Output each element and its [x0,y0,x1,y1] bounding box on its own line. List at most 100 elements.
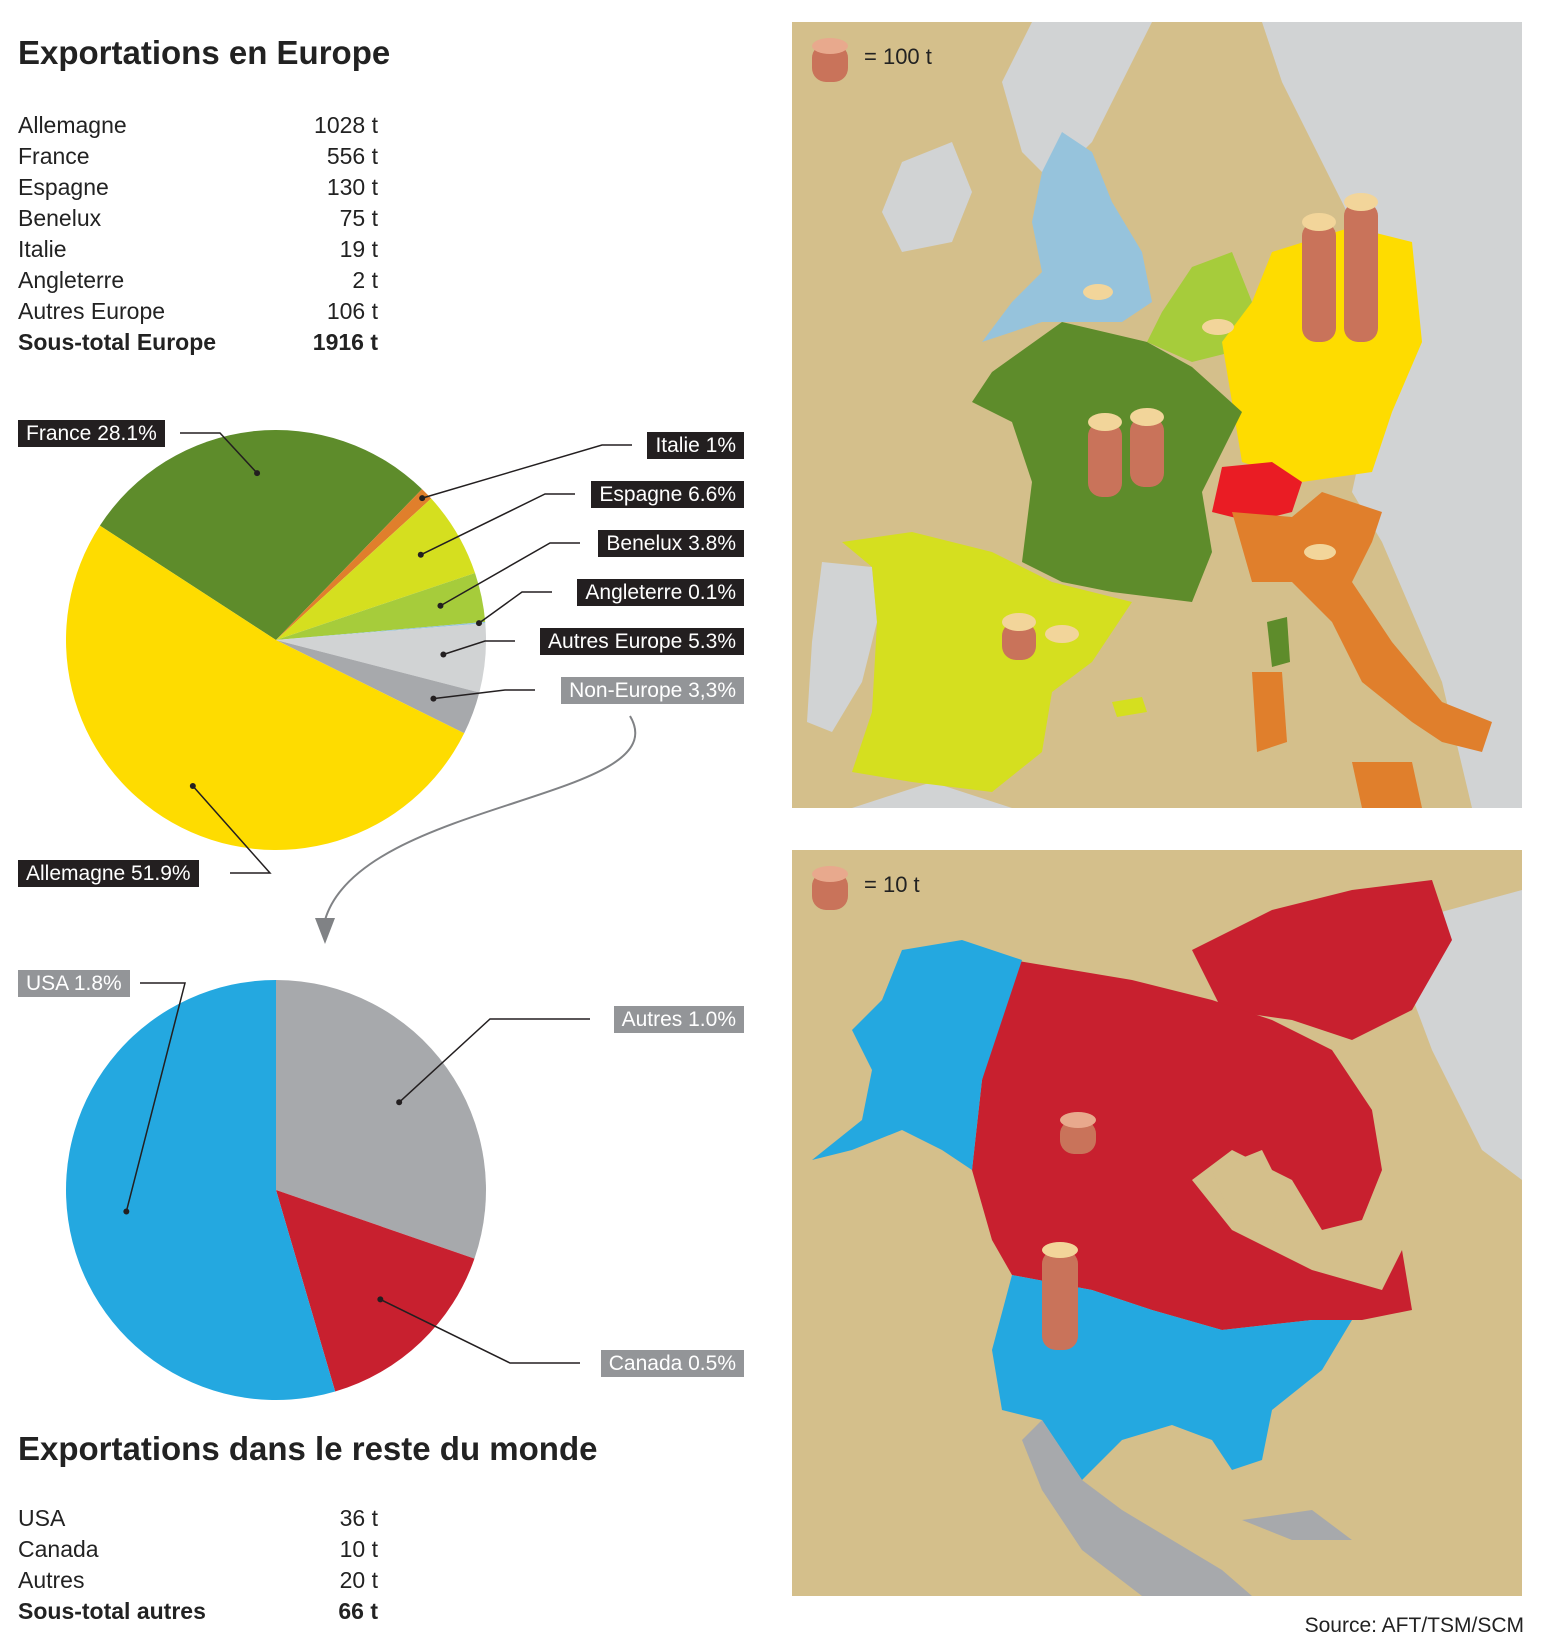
europe-map-legend: = 100 t [864,44,932,69]
sardinia-shape [1252,672,1287,752]
total-label: Sous-total Europe [18,329,217,355]
europe-leader-3 [440,542,580,607]
europe-pie-slice-6 [276,640,480,734]
europe-leader-2-dot [417,551,424,558]
europe-leader-1-dot [419,495,426,502]
label-italie: Italie 1% [647,432,744,459]
hudson-bay-shape [1212,1150,1282,1230]
cheese-stack-canada [1060,1112,1096,1154]
label-canada: Canada 0.5% [600,1350,744,1377]
portugal-shape [807,562,877,732]
label-usa: USA 1.8% [18,970,130,997]
corsica-shape [1267,617,1290,667]
total-label: Sous-total autres [18,1598,206,1624]
europe-pie-slice-4 [276,621,486,640]
row-label: Allemagne [18,112,127,138]
europe-pie-slice-3 [276,572,486,640]
row-label: USA [18,1505,66,1531]
europe-pie [66,429,487,850]
europe-leader-2 [420,493,575,556]
label-leaders [123,432,632,1364]
row-label: Autres [18,1567,85,1593]
europe-pie-slice-2 [276,498,476,640]
row-value: 10 t [339,1536,378,1562]
benelux-shape [1147,252,1252,362]
switzerland-shape [1212,462,1302,522]
world-pie-slice-2 [66,980,336,1400]
table-row: Benelux 75 t [18,203,378,234]
row-value: 106 t [326,298,378,324]
europe-leader-4-dot [475,620,482,627]
europe-leader-0 [180,432,258,474]
label-allemagne: Allemagne 51.9% [18,860,199,887]
table-total-row: Sous-total autres 66 t [18,1596,378,1627]
world-pie-slice-1 [276,1190,475,1392]
row-value: 75 t [339,205,378,231]
table-row: Angleterre 2 t [18,265,378,296]
label-benelux: Benelux 3.8% [598,530,744,557]
table-row: Allemagne 1028 t [18,110,378,141]
europe-leader-5 [443,640,515,656]
table-total-row: Sous-total Europe 1916 t [18,327,378,358]
europe-pie-slice-7 [66,525,465,850]
legend-cheese-icon [812,38,848,82]
row-value: 556 t [326,143,378,169]
row-value: 36 t [339,1505,378,1531]
table-row: USA 36 t [18,1503,378,1534]
row-value: 130 t [326,174,378,200]
europe-leader-5-dot [440,651,447,658]
cheese-stack-france-1 [1088,413,1122,497]
source-note: Source: AFT/TSM/SCM [1304,1614,1524,1637]
world-table: USA 36 t Canada 10 t Autres 20 t Sous-total… [18,1503,378,1627]
label-france: France 28.1% [18,420,165,447]
world-leader-usa-dot [123,1208,130,1215]
europe-leader-6 [433,689,535,700]
europe-leader-6-dot [430,695,437,702]
label-angleterre: Angleterre 0.1% [577,579,744,606]
row-label: France [18,143,90,169]
table-row: Espagne 130 t [18,172,378,203]
cheese-stack-usa [1042,1242,1078,1350]
row-value: 1028 t [314,112,378,138]
caribbean-shape [1242,1510,1352,1540]
europe-pie-slice-1 [276,489,432,640]
cheese-stack-france-2 [1130,408,1164,487]
world-leader-usa [125,982,186,1212]
europe-map: = 100 t [792,22,1522,808]
europe-leader-7-dot [189,782,196,789]
scandinavia-shape [1002,22,1152,182]
america-cheese-stacks [812,866,1096,1350]
arctic-islands-shape [1192,880,1452,1040]
europe-table: Allemagne 1028 t France 556 t Espagne 130 t… [18,110,378,358]
cheese-stack-spain [1002,613,1036,660]
label-autres: Autres 1.0% [613,1006,744,1033]
baleares-shape [1112,697,1147,717]
europe-leader-1 [421,444,632,499]
usa-shape [992,1275,1352,1480]
alaska-shape [812,940,1022,1170]
row-label: Italie [18,236,67,262]
cheese-stack-germany-1 [1302,213,1336,342]
world-leader-autres-dot [396,1099,403,1106]
europe-title: Exportations en Europe [18,34,391,71]
world-leader-canada [380,1298,580,1364]
row-value: 2 t [352,267,378,293]
cheese-wheel-spain [1045,625,1079,643]
total-value: 1916 t [312,329,378,355]
world-leader-canada-dot [377,1296,384,1303]
cheese-wheel-benelux [1202,319,1234,335]
europe-pie-slice-5 [276,623,487,693]
mexico-shape [1022,1420,1252,1596]
europe-leader-4 [478,591,552,624]
table-row: France 556 t [18,141,378,172]
world-pie-slice-0 [276,980,486,1259]
label-non-europe: Non-Europe 3,3% [561,677,744,704]
africa-shape [852,782,1012,808]
row-label: Canada [18,1536,99,1562]
italy-shape [1232,492,1492,752]
legend-cheese-icon [812,866,848,910]
zoom-arrow [324,715,637,921]
cheese-wheel-england [1083,284,1113,300]
zoom-arrowhead-icon [315,918,335,944]
europe-pie-slice-0 [99,429,423,640]
